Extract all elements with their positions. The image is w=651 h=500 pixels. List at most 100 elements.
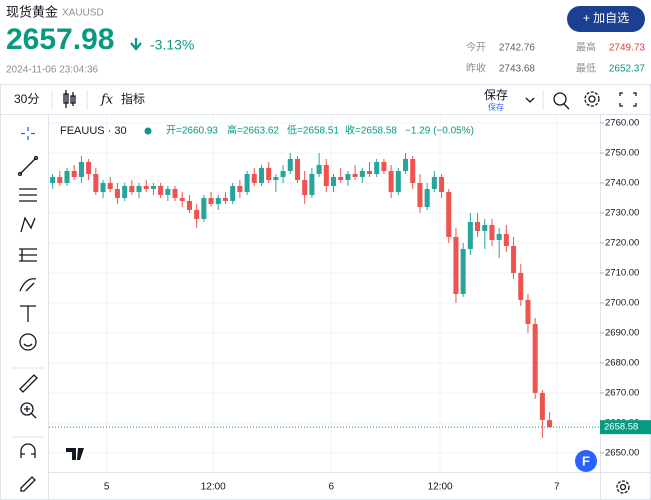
candle-body	[359, 170, 365, 177]
y-tick-label: 2700.00	[605, 297, 639, 308]
axis-settings[interactable]	[616, 480, 630, 494]
x-tick-label: 6	[329, 482, 335, 493]
candle-body	[78, 161, 84, 177]
candle-body	[330, 176, 337, 186]
stat-value: 2652.37	[609, 64, 646, 75]
market-status	[144, 127, 152, 135]
candle-body	[237, 185, 243, 192]
candle-body	[345, 173, 351, 180]
candle-body	[172, 188, 178, 198]
candle-body	[179, 197, 185, 201]
y-tick-label: 2760.00	[605, 118, 639, 129]
ohlc-change: −1.29 (−0.05%)	[405, 126, 474, 137]
instrument-symbol: XAUUSD	[62, 8, 104, 19]
stat-label: 昨收	[466, 62, 486, 75]
candle-body	[453, 236, 459, 294]
candle-body	[194, 209, 200, 219]
candle-body	[482, 224, 488, 231]
chart-type-button[interactable]	[63, 90, 76, 108]
candle-body	[539, 392, 545, 420]
ohlc-low: 低=2658.51	[287, 124, 339, 137]
y-tick-label: 2650.00	[605, 447, 639, 458]
f-badge[interactable]	[575, 450, 597, 472]
tradingview-logo[interactable]	[66, 448, 84, 460]
fullscreen-button[interactable]	[619, 92, 637, 107]
candle-body	[201, 197, 207, 219]
candle-body	[122, 185, 128, 198]
candle-body	[518, 272, 524, 300]
candle-body	[294, 158, 301, 180]
candle-body	[381, 161, 387, 171]
change: -3.13%	[150, 37, 194, 53]
candle-body	[424, 188, 430, 207]
candle-body	[158, 185, 164, 195]
candle-body	[446, 191, 452, 237]
stat-label: 今开	[466, 41, 486, 54]
save-menu[interactable]	[525, 97, 535, 103]
candle-body	[460, 248, 466, 294]
candle-body	[410, 158, 416, 183]
candle-body	[352, 173, 358, 177]
last-price-tag	[600, 420, 651, 435]
instrument-name: 现货黄金	[6, 4, 58, 19]
candle-body	[496, 233, 502, 240]
candle-body	[525, 299, 531, 324]
stat-label: 最低	[576, 62, 596, 75]
candle-body	[302, 179, 308, 195]
candle-body	[395, 170, 401, 192]
candle-body	[215, 197, 221, 204]
fx-icon[interactable]: fx	[100, 93, 114, 108]
candle-body	[100, 182, 106, 192]
add-watchlist-label[interactable]: + 加自选	[583, 11, 629, 25]
indicators-button[interactable]: 指标	[121, 91, 145, 106]
stat-value: 2749.73	[609, 43, 646, 54]
y-tick-label: 2710.00	[605, 267, 639, 278]
candle-body	[57, 176, 63, 183]
candle-body	[208, 197, 214, 204]
series-symbol: FEAUUS · 30	[60, 125, 127, 137]
ohlc-close: 收=2658.58	[345, 124, 397, 137]
interval-button[interactable]: 30分	[14, 92, 39, 106]
candle-body	[71, 170, 77, 177]
y-tick-label: 2690.00	[605, 327, 639, 338]
candle-body	[222, 197, 228, 201]
y-tick-label: 2720.00	[605, 237, 639, 248]
candle-body	[403, 158, 409, 171]
candle-body	[338, 176, 344, 180]
candle-body	[93, 173, 99, 192]
save-button[interactable]: 保存	[484, 88, 508, 102]
ohlc-high: 高=2663.62	[227, 124, 279, 137]
save-status: 保存	[488, 102, 504, 112]
ohlc-open: 开=2660.93	[166, 126, 218, 137]
drawing-tools[interactable]	[17, 127, 39, 492]
y-tick-label: 2670.00	[605, 387, 639, 398]
settings-button[interactable]	[584, 91, 600, 107]
y-tick-label: 2680.00	[605, 357, 639, 368]
f-badge-letter[interactable]: F	[582, 453, 590, 468]
candle-body	[186, 200, 192, 210]
stat-label: 最高	[576, 41, 596, 54]
candle-body	[309, 173, 315, 195]
candle-body	[417, 182, 423, 207]
price: 2657.98	[6, 23, 114, 56]
candle-body	[150, 185, 156, 189]
candle-body	[547, 420, 553, 428]
x-tick-label: 7	[554, 482, 560, 493]
candle-body	[374, 161, 380, 174]
candle-body	[129, 185, 135, 192]
add-watchlist-button[interactable]	[567, 6, 645, 32]
stat-value: 2743.68	[499, 64, 536, 75]
chart-frame	[0, 84, 651, 500]
candle-body	[280, 170, 286, 177]
candle-body	[266, 167, 272, 180]
candle-body	[114, 188, 120, 198]
candle-body	[503, 233, 509, 246]
snapshot-button[interactable]	[553, 92, 570, 110]
candle-body	[475, 221, 481, 231]
candle-body	[258, 167, 264, 183]
candle-body	[50, 176, 56, 183]
candle-body	[244, 173, 250, 192]
candle-body	[316, 164, 322, 174]
candle-body	[64, 170, 70, 183]
